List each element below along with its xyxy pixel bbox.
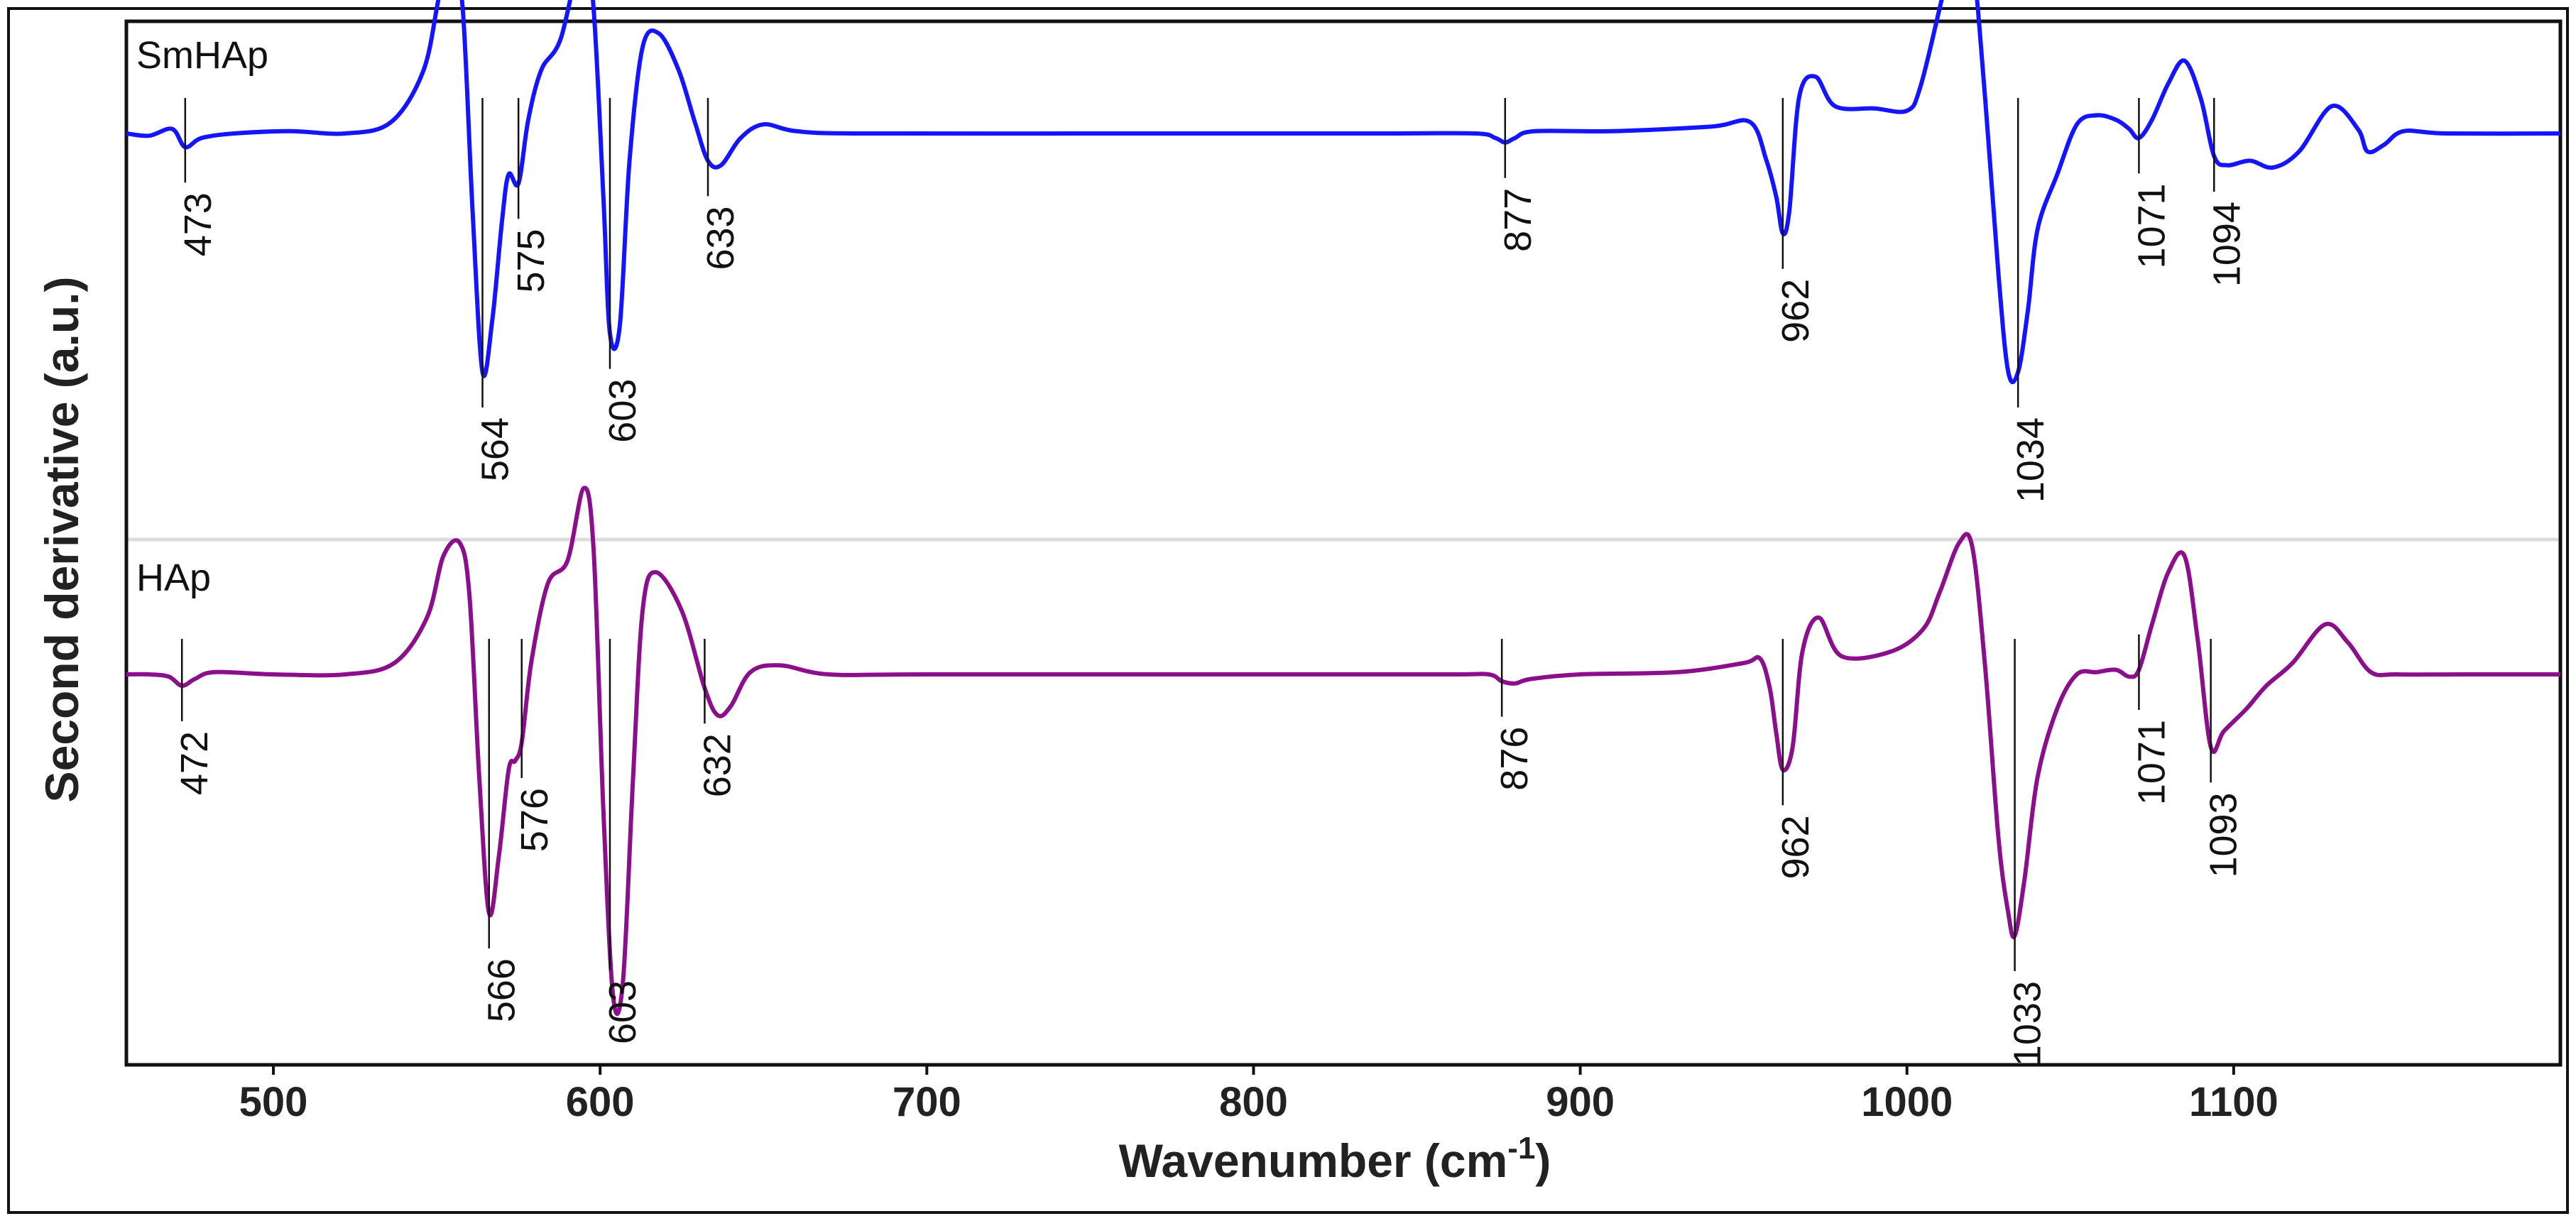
peak-label: 962 [1774,279,1817,343]
series-lines [126,0,2561,1016]
x-axis-title-text: Wavenumber (cm [1119,1134,1508,1187]
x-tick-label: 800 [1219,1079,1288,1125]
x-tick-label: 600 [566,1079,635,1125]
x-tick-label: 1100 [2189,1079,2278,1125]
y-axis-title: Second derivative (a.u.) [36,277,88,803]
peak-label: 576 [513,788,556,852]
peak-label: 1071 [2130,720,2173,805]
peak-label: 633 [699,206,742,270]
x-axis-title-superscript: -1 [1507,1131,1535,1166]
peak-label: 472 [173,731,216,795]
x-axis-title-close: ) [1535,1134,1551,1187]
peak-label: 1094 [2205,202,2248,287]
plot-area [124,19,2563,1067]
x-ticks: 500 600 700 800 900 1000 1100 [239,1065,2278,1125]
peak-label: 564 [474,417,517,481]
peak-label: 1093 [2203,792,2245,877]
x-tick-label: 1000 [1861,1079,1953,1125]
figure-frame [7,7,2569,1214]
series-name-hap: HAp [136,557,211,599]
peak-label: 1033 [2007,981,2049,1066]
peak-label: 1071 [2130,183,2173,268]
series-line-hap [126,486,2560,1016]
series-line-smhap [126,0,2561,384]
x-tick-label: 500 [239,1079,308,1125]
peak-label: 575 [510,229,552,292]
peak-label: 962 [1774,815,1817,879]
peak-label: 566 [481,958,523,1022]
peak-label: 1034 [2009,417,2052,503]
peak-label: 473 [177,192,219,256]
peak-label: 877 [1497,188,1539,252]
peak-label: 603 [601,379,644,443]
x-axis-title: Wavenumber (cm-1) [1119,1131,1551,1187]
peak-label: 632 [696,733,738,797]
x-tick-label: 900 [1546,1079,1615,1125]
x-tick-label: 700 [893,1079,961,1125]
peak-label: 876 [1493,727,1536,791]
series-name-smhap: SmHAp [136,34,268,77]
peak-markers: 473 564 575 603 633 877 962 1034 1071 1094 472 566 5… [173,98,2248,1066]
peak-label: 603 [601,980,644,1044]
